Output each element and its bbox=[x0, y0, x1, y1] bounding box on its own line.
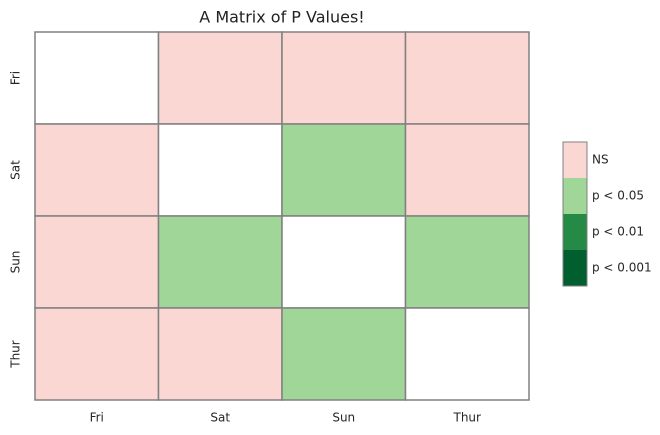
legend-label: p < 0.001 bbox=[592, 261, 652, 275]
legend-swatch bbox=[563, 250, 587, 286]
heatmap-cell bbox=[281, 31, 407, 125]
heatmap-cell bbox=[157, 215, 283, 309]
heatmap-cell bbox=[404, 215, 530, 309]
chart-title: A Matrix of P Values! bbox=[199, 8, 364, 27]
heatmap-cell bbox=[34, 215, 160, 309]
legend-label: p < 0.05 bbox=[592, 189, 644, 203]
x-tick-label: Sat bbox=[210, 411, 230, 425]
heatmap-cell bbox=[404, 123, 530, 217]
heatmap-cell bbox=[281, 123, 407, 217]
y-tick-label: Fri bbox=[9, 71, 23, 85]
y-tick-label: Thur bbox=[9, 340, 23, 369]
heatmap-cell bbox=[157, 123, 283, 217]
legend-frame bbox=[562, 141, 588, 287]
heatmap-cell bbox=[404, 307, 530, 401]
y-tick-label: Sun bbox=[9, 251, 23, 274]
heatmap-cell bbox=[157, 307, 283, 401]
plot-frame bbox=[34, 31, 530, 401]
y-tick-label: Sat bbox=[9, 160, 23, 180]
legend-label: NS bbox=[592, 153, 609, 167]
heatmap-cell bbox=[34, 123, 160, 217]
legend-swatch bbox=[563, 214, 587, 250]
x-tick-label: Sun bbox=[332, 411, 355, 425]
heatmap-cell bbox=[281, 307, 407, 401]
legend-label: p < 0.01 bbox=[592, 225, 644, 239]
x-tick-label: Thur bbox=[453, 411, 482, 425]
heatmap-cell bbox=[34, 31, 160, 125]
legend-swatch bbox=[563, 178, 587, 214]
legend-swatch bbox=[563, 142, 587, 178]
heatmap-cell bbox=[281, 215, 407, 309]
x-tick-label: Fri bbox=[90, 411, 104, 425]
heatmap-cell bbox=[157, 31, 283, 125]
heatmap-cell bbox=[404, 31, 530, 125]
heatmap-cell bbox=[34, 307, 160, 401]
